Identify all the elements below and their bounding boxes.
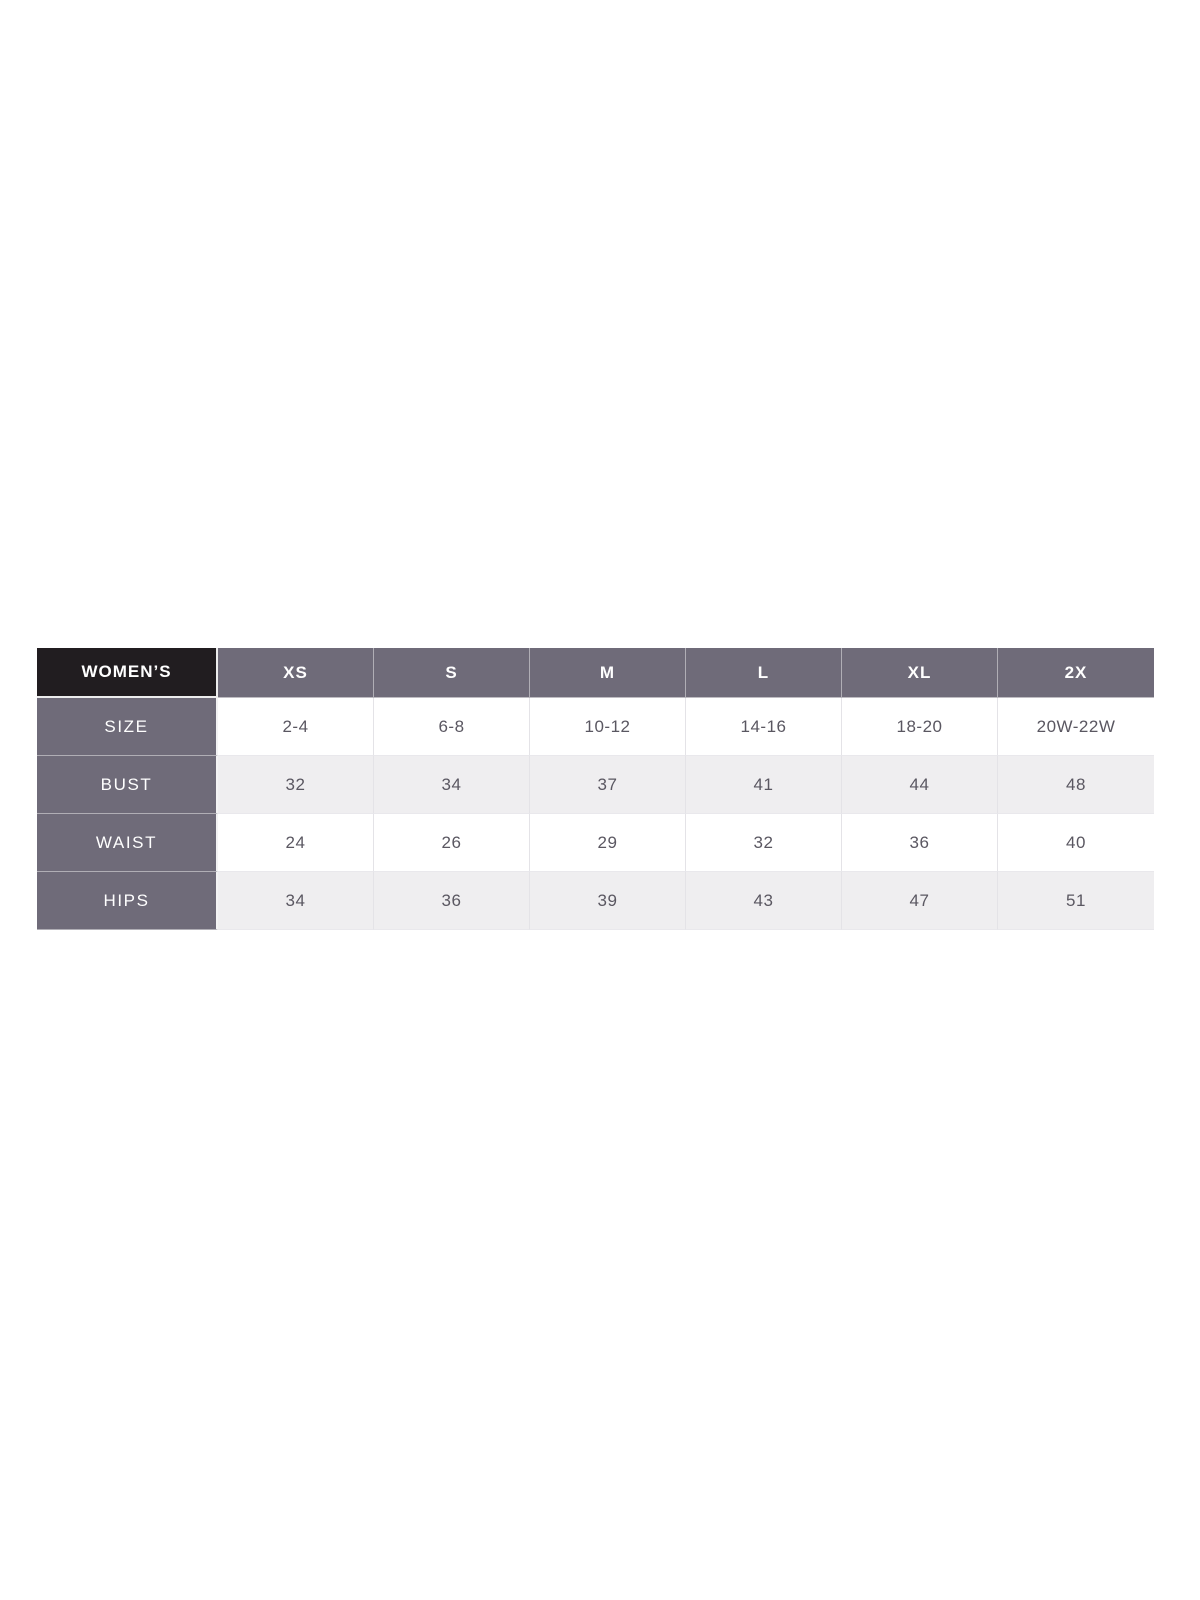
column-header-2x: 2X (998, 648, 1154, 698)
table-cell: 20W-22W (998, 698, 1154, 756)
table-cell: 26 (374, 814, 530, 872)
column-header-xs: XS (218, 648, 374, 698)
column-header-l: L (686, 648, 842, 698)
table-cell: 48 (998, 756, 1154, 814)
table-cell: 36 (842, 814, 998, 872)
table-cell: 37 (530, 756, 686, 814)
table-cell: 44 (842, 756, 998, 814)
table-cell: 14-16 (686, 698, 842, 756)
row-label-hips: HIPS (37, 872, 218, 930)
row-label-waist: WAIST (37, 814, 218, 872)
table-cell: 40 (998, 814, 1154, 872)
table-cell: 10-12 (530, 698, 686, 756)
size-chart: WOMEN’S XS S M L XL 2X SIZE 2-4 6-8 10-1… (37, 648, 1154, 930)
column-header-xl: XL (842, 648, 998, 698)
column-header-s: S (374, 648, 530, 698)
table-cell: 39 (530, 872, 686, 930)
table-row-waist: WAIST 24 26 29 32 36 40 (37, 814, 1154, 872)
table-cell: 6-8 (374, 698, 530, 756)
size-chart-table: WOMEN’S XS S M L XL 2X SIZE 2-4 6-8 10-1… (37, 648, 1154, 930)
table-cell: 36 (374, 872, 530, 930)
row-label-size: SIZE (37, 698, 218, 756)
table-cell: 18-20 (842, 698, 998, 756)
table-cell: 32 (686, 814, 842, 872)
corner-header-cell: WOMEN’S (37, 648, 218, 698)
table-cell: 24 (218, 814, 374, 872)
table-row-bust: BUST 32 34 37 41 44 48 (37, 756, 1154, 814)
table-cell: 34 (374, 756, 530, 814)
column-header-m: M (530, 648, 686, 698)
header-row: WOMEN’S XS S M L XL 2X (37, 648, 1154, 698)
table-cell: 34 (218, 872, 374, 930)
table-cell: 47 (842, 872, 998, 930)
table-cell: 41 (686, 756, 842, 814)
table-row-size: SIZE 2-4 6-8 10-12 14-16 18-20 20W-22W (37, 698, 1154, 756)
table-row-hips: HIPS 34 36 39 43 47 51 (37, 872, 1154, 930)
table-cell: 43 (686, 872, 842, 930)
table-cell: 51 (998, 872, 1154, 930)
row-label-bust: BUST (37, 756, 218, 814)
table-cell: 29 (530, 814, 686, 872)
table-cell: 2-4 (218, 698, 374, 756)
table-cell: 32 (218, 756, 374, 814)
